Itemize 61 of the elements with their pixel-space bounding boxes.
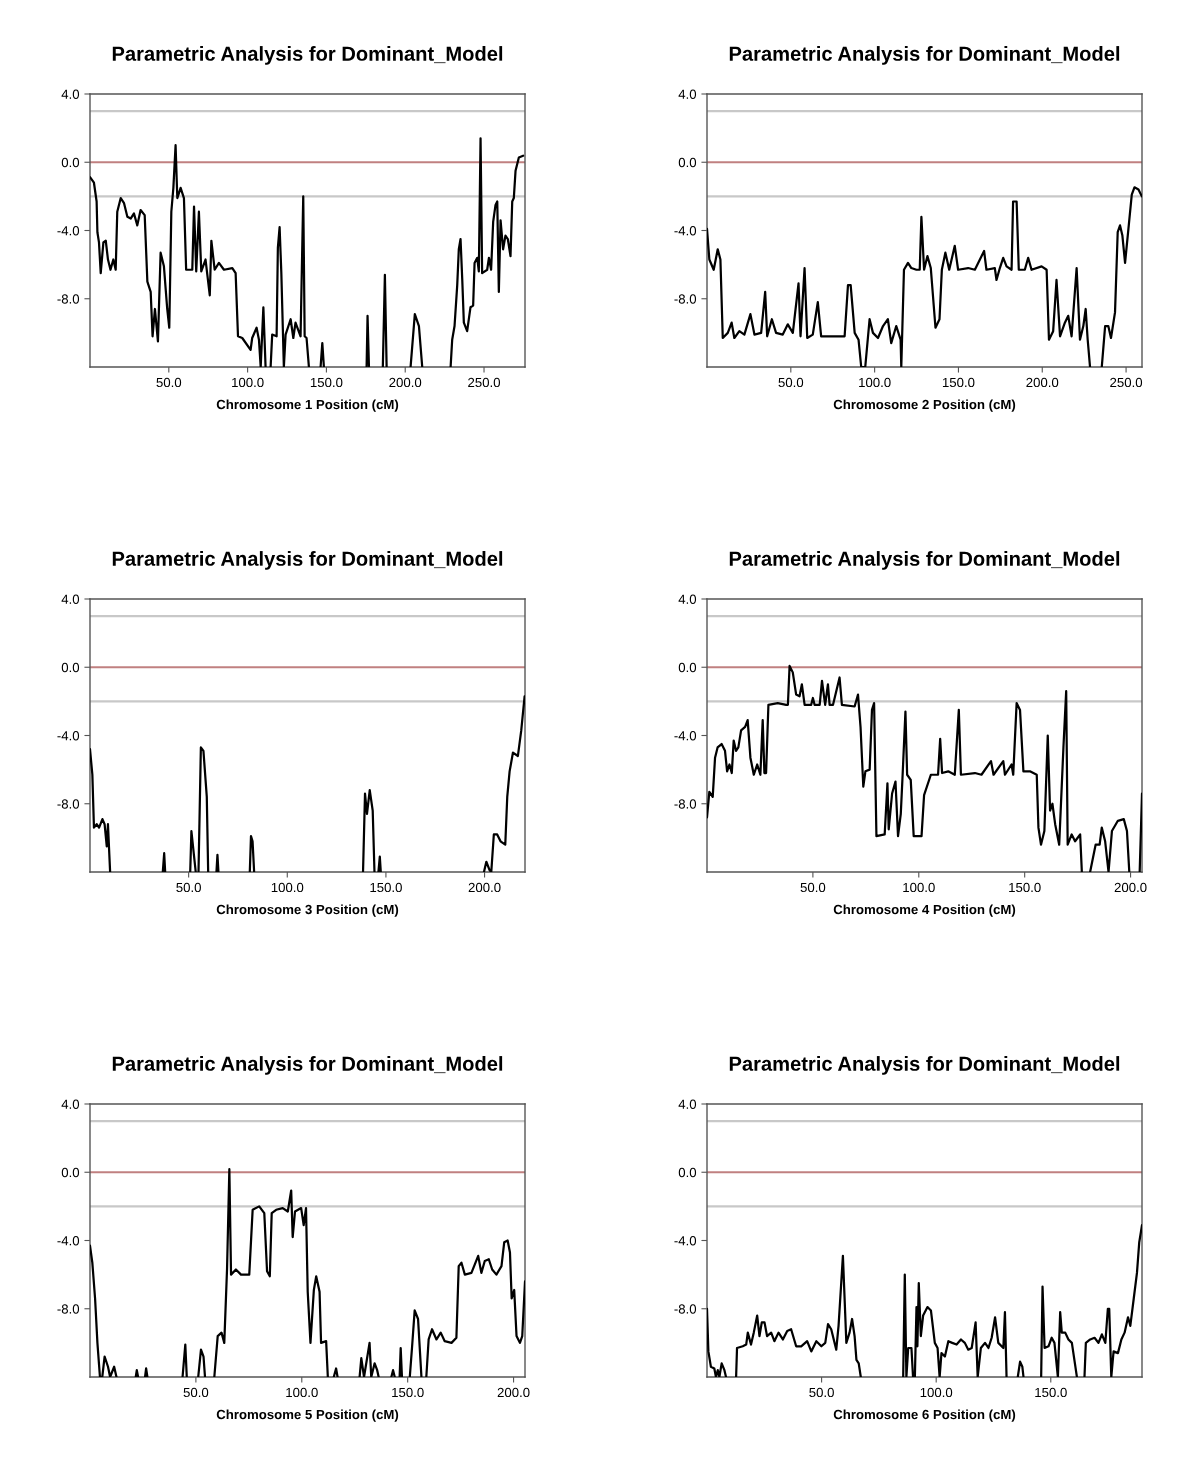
x-tick-label: 200.0 xyxy=(497,1387,530,1398)
y-tick-label: -4.0 xyxy=(674,731,697,741)
y-tick-label: 4.0 xyxy=(61,89,80,99)
x-axis-title: Chromosome 1 Position (cM) xyxy=(216,399,399,412)
y-tick-label: 4.0 xyxy=(61,594,80,604)
y-tick-label: 0.0 xyxy=(678,157,697,168)
chart-title: Parametric Analysis for Dominant_Model xyxy=(729,1056,1120,1075)
y-tick-label: -8.0 xyxy=(674,799,697,809)
y-tick-label: -4.0 xyxy=(674,226,697,236)
x-tick-label: 150.0 xyxy=(370,882,402,893)
x-tick-label: 50.0 xyxy=(800,882,826,893)
x-tick-label: 100.0 xyxy=(232,377,264,388)
x-tick-label: 150.0 xyxy=(392,1387,424,1398)
y-tick-label: 4.0 xyxy=(678,594,697,604)
chart-title: Parametric Analysis for Dominant_Model xyxy=(112,551,503,570)
x-tick-label: 200.0 xyxy=(1026,377,1059,388)
y-tick-label: 0.0 xyxy=(678,1167,697,1178)
x-tick-label: 200.0 xyxy=(468,882,501,893)
x-tick-label: 100.0 xyxy=(920,1387,953,1398)
chart-title: Parametric Analysis for Dominant_Model xyxy=(729,551,1120,570)
y-tick-label: 4.0 xyxy=(678,1099,697,1109)
x-tick-label: 100.0 xyxy=(903,882,935,893)
y-tick-label: -4.0 xyxy=(57,1236,80,1246)
x-axis-title: Chromosome 4 Position (cM) xyxy=(833,904,1016,917)
chart-title: Parametric Analysis for Dominant_Model xyxy=(112,46,503,65)
x-tick-label: 50.0 xyxy=(183,1387,209,1398)
y-tick-label: -8.0 xyxy=(57,294,80,304)
x-tick-label: 150.0 xyxy=(1035,1387,1067,1398)
y-tick-label: -8.0 xyxy=(57,1304,80,1314)
y-tick-label: 0.0 xyxy=(61,157,80,168)
y-tick-label: 4.0 xyxy=(61,1099,80,1109)
x-tick-label: 250.0 xyxy=(1110,377,1143,388)
x-tick-label: 50.0 xyxy=(176,882,201,893)
x-tick-label: 150.0 xyxy=(1009,882,1041,893)
y-tick-label: -4.0 xyxy=(674,1236,697,1246)
chart-title: Parametric Analysis for Dominant_Model xyxy=(112,1056,503,1075)
x-axis-title: Chromosome 2 Position (cM) xyxy=(833,399,1016,412)
x-tick-label: 100.0 xyxy=(286,1387,318,1398)
y-tick-label: 0.0 xyxy=(61,662,80,673)
y-tick-label: 0.0 xyxy=(61,1167,80,1178)
y-tick-label: -8.0 xyxy=(57,799,80,809)
y-tick-label: 0.0 xyxy=(678,662,697,673)
y-tick-label: 4.0 xyxy=(678,89,697,99)
x-tick-label: 150.0 xyxy=(942,377,975,388)
x-axis-title: Chromosome 3 Position (cM) xyxy=(216,904,399,917)
x-tick-label: 50.0 xyxy=(156,377,182,388)
x-tick-label: 100.0 xyxy=(859,377,891,388)
y-tick-label: -8.0 xyxy=(674,1304,697,1314)
y-tick-label: -8.0 xyxy=(674,294,697,304)
x-tick-label: 50.0 xyxy=(778,377,804,388)
x-axis-title: Chromosome 5 Position (cM) xyxy=(216,1409,399,1422)
x-tick-label: 50.0 xyxy=(809,1387,834,1398)
y-tick-label: -4.0 xyxy=(57,731,80,741)
chart-title: Parametric Analysis for Dominant_Model xyxy=(729,46,1120,65)
y-tick-label: -4.0 xyxy=(57,226,80,236)
x-tick-label: 200.0 xyxy=(1114,882,1147,893)
x-axis-title: Chromosome 6 Position (cM) xyxy=(833,1409,1016,1422)
x-tick-label: 250.0 xyxy=(468,377,501,388)
x-tick-label: 200.0 xyxy=(389,377,422,388)
x-tick-label: 100.0 xyxy=(271,882,304,893)
x-tick-label: 150.0 xyxy=(310,377,343,388)
